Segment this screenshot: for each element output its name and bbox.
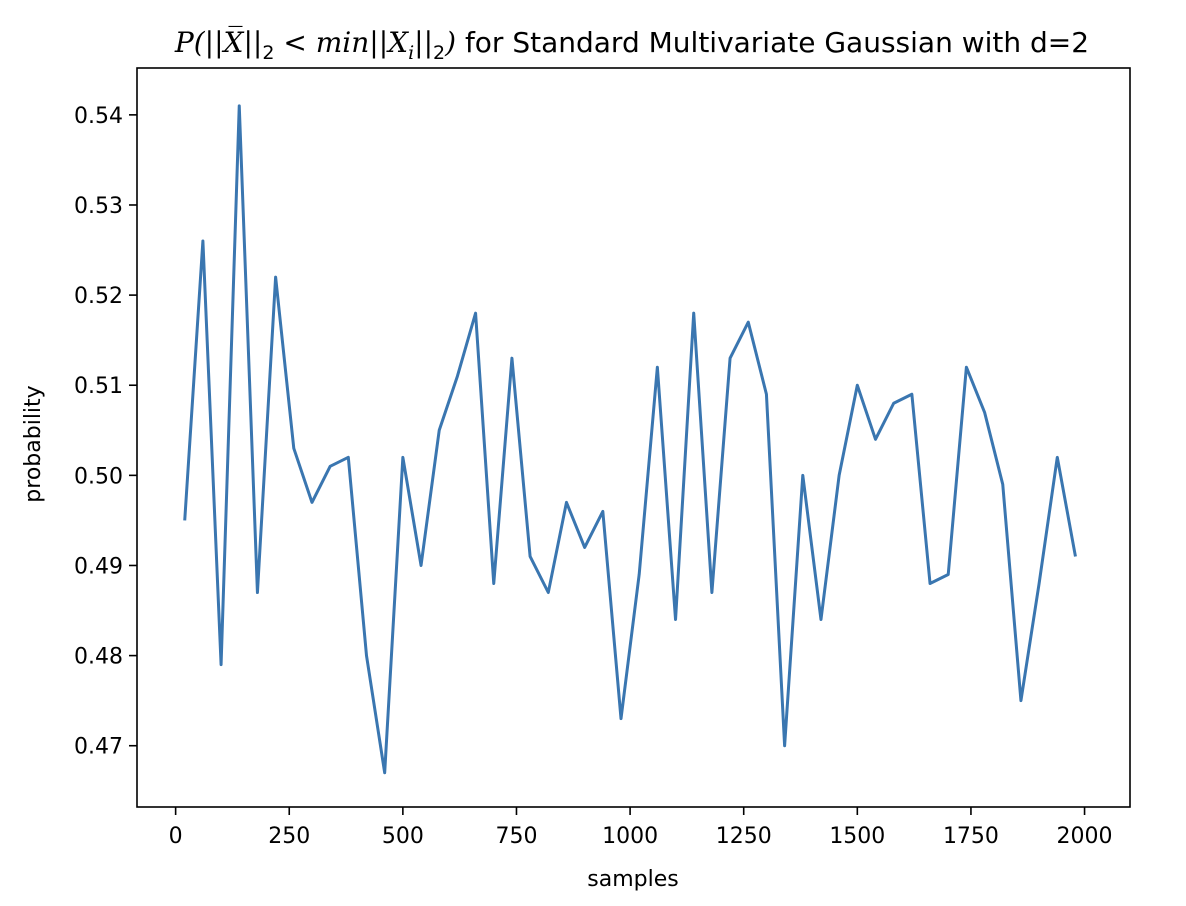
x-tick-label: 500 [382,824,424,849]
y-tick-label: 0.51 [74,374,123,399]
title-math-middle2: || [414,26,433,59]
x-axis-label: samples [587,867,678,892]
title-sub-2: 2 [433,42,445,64]
y-tick-label: 0.53 [74,194,123,219]
title-suffix: for Standard Multivariate Gaussian with … [456,26,1089,59]
title-math-middle: < min||X [274,26,409,59]
x-tick-label: 1750 [943,824,999,849]
y-axis: 0.47 0.48 0.49 0.50 0.51 0.52 0.53 0.54 [74,104,137,760]
axes-frame [136,67,1131,808]
title-math-open: P(||X̅|| [174,26,262,59]
chart-title: P(||X̅||2 < min||Xi||2) for Standard Mul… [174,26,1089,64]
x-axis: 0 250 500 750 1000 1250 1500 1750 2000 [169,807,1113,849]
title-sub-1: 2 [262,42,274,64]
x-tick-label: 1500 [829,824,885,849]
y-tick-label: 0.54 [74,104,123,129]
y-tick-label: 0.48 [74,645,123,670]
y-axis-label: probability [21,385,46,502]
plot-area [183,104,1077,775]
title-math-close: ) [444,26,456,59]
y-tick-label: 0.47 [74,735,123,760]
x-tick-label: 0 [169,824,183,849]
y-tick-label: 0.50 [74,464,123,489]
x-tick-label: 1000 [602,824,658,849]
x-tick-label: 750 [495,824,537,849]
series-line [183,104,1077,775]
x-tick-label: 2000 [1057,824,1113,849]
title-sub-i: i [408,42,414,64]
x-tick-label: 1250 [716,824,772,849]
y-tick-label: 0.49 [74,554,123,579]
y-tick-label: 0.52 [74,284,123,309]
x-tick-label: 250 [268,824,310,849]
